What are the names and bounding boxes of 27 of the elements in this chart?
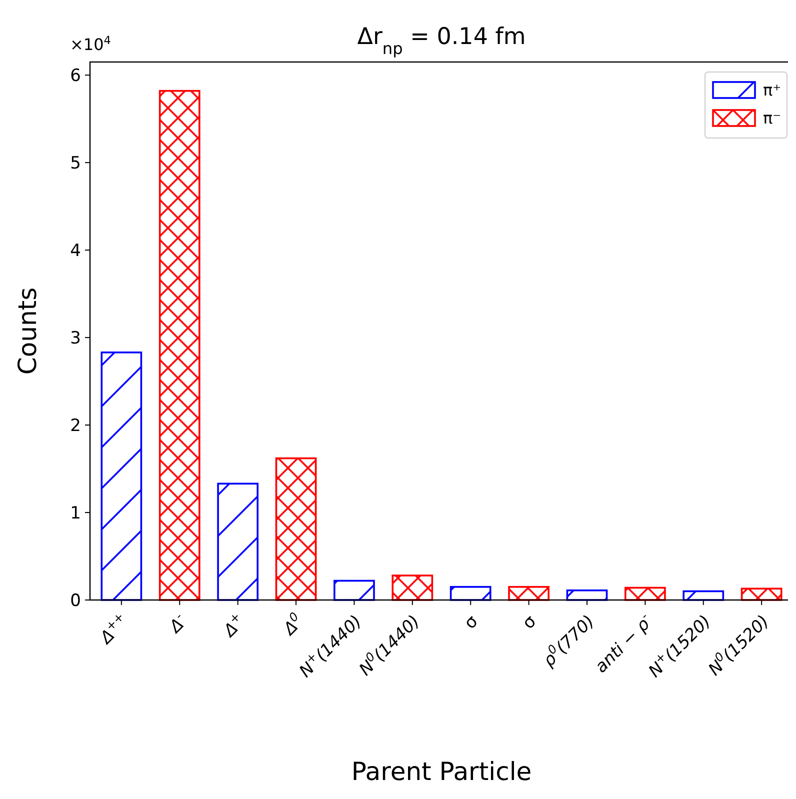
bar — [682, 590, 724, 601]
y-tick-label: 2 — [70, 416, 81, 436]
legend-label: π⁻ — [763, 108, 782, 128]
y-tick-label: 5 — [70, 154, 81, 174]
legend-label: π⁺ — [763, 80, 782, 100]
bar — [450, 586, 492, 601]
y-tick-label: 6 — [70, 66, 81, 86]
y-tick-label: 3 — [70, 328, 81, 349]
chart-title: Δr$_{np}$ = 0.14 fm — [357, 24, 526, 58]
bar — [624, 586, 666, 601]
x-tick-label: σ — [518, 611, 541, 634]
bar — [566, 589, 608, 601]
text: ×10$^{4}$ — [70, 34, 111, 54]
x-axis-title: Parent Particle — [351, 757, 532, 786]
bar — [275, 457, 317, 601]
bar — [158, 90, 200, 601]
y-tick-label: 4 — [70, 241, 81, 262]
bar — [100, 352, 142, 601]
y-tick-label: 0 — [70, 590, 81, 611]
bar — [740, 588, 782, 601]
bar — [392, 574, 434, 601]
y-tick-label: 1 — [70, 503, 81, 524]
bar — [508, 586, 550, 601]
bar — [217, 482, 259, 601]
bar — [334, 580, 375, 601]
y-axis-title: Counts — [13, 287, 42, 375]
x-tick-label: σ — [460, 611, 482, 634]
